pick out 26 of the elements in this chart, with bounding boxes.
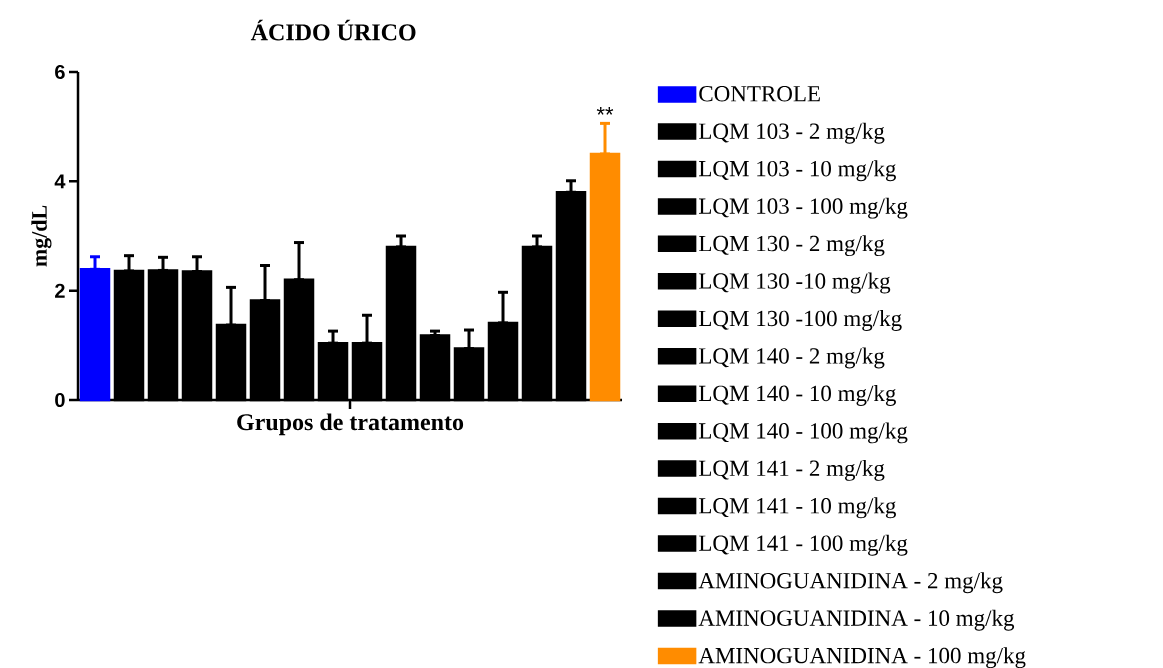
legend-label: LQM 103 - 10 mg/kg: [699, 160, 896, 182]
bar: [79, 268, 111, 402]
legend-label: LQM 103 - 2 mg/kg: [699, 122, 885, 144]
legend-label: LQM 140 - 10 mg/kg: [699, 384, 896, 406]
legend-label: AMINOGUANIDINA - 2 mg/kg: [698, 572, 1003, 594]
legend-label: AMINOGUANIDINA - 100 mg/kg: [698, 647, 1026, 668]
legend-label: LQM 141 - 2 mg/kg: [699, 459, 885, 481]
legend-label: LQM 130 - 2 mg/kg: [699, 235, 885, 257]
y-tick-label: 0: [55, 392, 65, 408]
y-tick-label: 2: [55, 283, 65, 298]
legend-label: CONTROLE: [699, 86, 820, 102]
bar: [589, 152, 621, 402]
legend-label: LQM 140 - 100 mg/kg: [699, 422, 908, 444]
x-axis-title: Grupos de tratamento: [237, 413, 464, 436]
legend-label: LQM 130 -100 mg/kg: [699, 310, 902, 331]
chart-title: ÁCIDO ÚRICO: [250, 19, 416, 41]
legend-label: AMINOGUANIDINA - 10 mg/kg: [698, 609, 1015, 631]
legend-label: LQM 130 -10 mg/kg: [699, 272, 891, 294]
y-axis-title: mg/dL: [31, 205, 52, 267]
y-tick-label: 6: [55, 64, 65, 80]
legend-label: LQM 140 - 2 mg/kg: [699, 347, 885, 369]
y-tick-label: 4: [54, 174, 66, 189]
legend-label: LQM 141 - 10 mg/kg: [699, 497, 896, 519]
legend-label: LQM 103 - 100 mg/kg: [699, 197, 908, 219]
legend-label: LQM 141 - 100 mg/kg: [699, 534, 908, 556]
annotation: **: [596, 107, 614, 115]
